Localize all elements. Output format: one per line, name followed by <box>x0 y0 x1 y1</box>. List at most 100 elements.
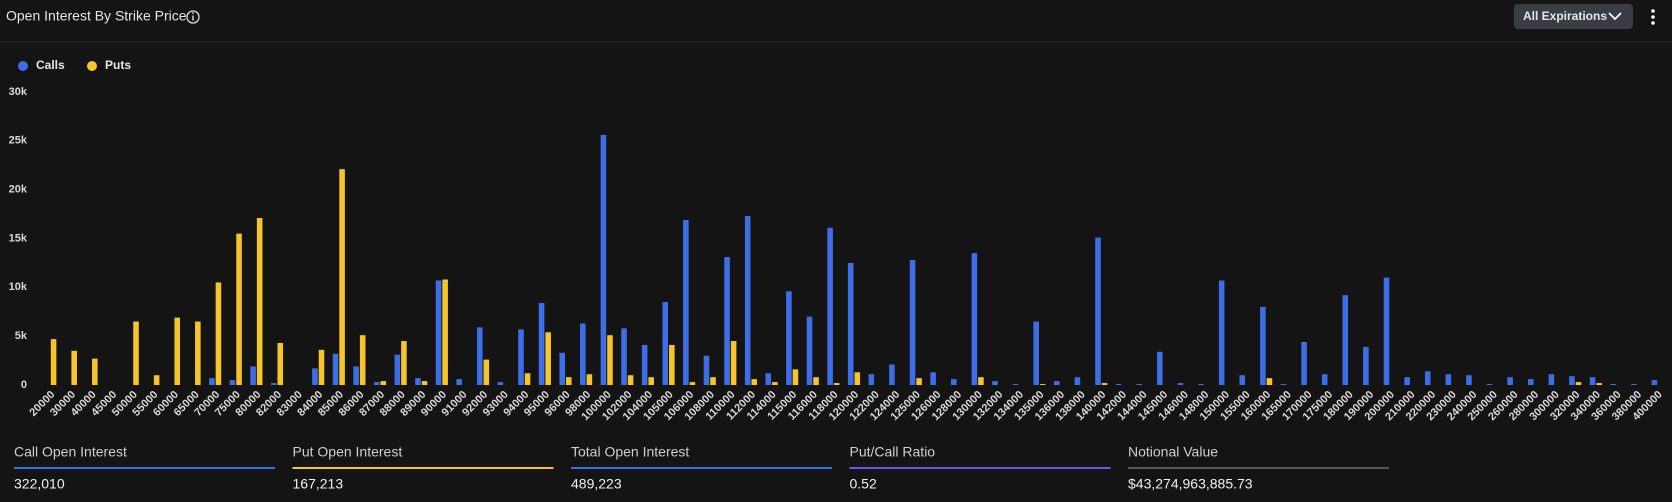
bar <box>1239 375 1246 385</box>
bar <box>256 217 263 385</box>
bar <box>153 375 160 385</box>
bar <box>1266 378 1273 385</box>
bar <box>724 257 730 385</box>
y-tick-label: 10k <box>9 281 28 293</box>
bar <box>401 341 407 385</box>
bar <box>277 343 284 385</box>
bar <box>689 382 696 385</box>
bar <box>710 377 716 385</box>
bar <box>1589 377 1596 385</box>
stat-value: 322,010 <box>14 476 65 492</box>
info-icon[interactable] <box>186 10 200 24</box>
bar <box>1101 383 1108 385</box>
bar <box>792 369 799 385</box>
legend-label: Calls <box>36 58 65 72</box>
bar <box>1527 379 1534 385</box>
bar <box>415 378 421 385</box>
stat-label: Put Open Interest <box>293 444 403 460</box>
stat-value: 489,223 <box>571 476 622 492</box>
bar <box>813 377 819 385</box>
stat-underline <box>14 467 275 469</box>
bar <box>1610 384 1616 385</box>
bar <box>359 335 366 385</box>
bar <box>456 379 462 385</box>
bar <box>868 374 875 385</box>
legend-marker <box>87 61 97 71</box>
bar <box>353 366 359 385</box>
bar <box>1596 383 1602 385</box>
bar <box>435 280 442 385</box>
bar <box>133 321 139 385</box>
bar <box>1136 384 1143 385</box>
bar <box>765 373 772 385</box>
y-tick-label: 20k <box>9 184 28 196</box>
bar <box>209 378 215 385</box>
bar <box>1569 376 1575 385</box>
bar <box>195 321 201 385</box>
bar <box>889 364 895 385</box>
bar <box>559 352 565 385</box>
bar <box>373 382 380 385</box>
dropdown-label: All Expirations <box>1523 9 1607 23</box>
stat-value: 0.52 <box>850 476 877 492</box>
bar <box>806 316 813 385</box>
stat-label: Notional Value <box>1128 444 1218 460</box>
bar <box>854 372 861 385</box>
bar <box>1301 342 1307 385</box>
stat-label: Call Open Interest <box>14 444 127 460</box>
stat-underline <box>1128 467 1389 469</box>
bar <box>236 233 242 385</box>
stat-underline <box>571 467 832 469</box>
bar <box>1507 377 1513 385</box>
bar <box>71 350 77 385</box>
bar <box>662 301 669 385</box>
bar <box>1363 346 1369 385</box>
bar <box>92 358 98 385</box>
bar <box>730 341 737 385</box>
bar <box>1012 384 1019 385</box>
bar <box>476 327 483 385</box>
bar <box>683 219 689 385</box>
bar <box>1095 237 1101 385</box>
stat-label: Put/Call Ratio <box>850 444 936 460</box>
y-tick-label: 30k <box>9 86 28 98</box>
bar <box>538 302 545 385</box>
bar <box>1466 375 1472 385</box>
bar <box>833 383 840 385</box>
bar <box>332 353 339 385</box>
bar <box>600 134 607 385</box>
bar <box>318 349 325 385</box>
bar <box>1280 384 1287 385</box>
stat-value: 167,213 <box>293 476 344 492</box>
bar <box>442 279 448 385</box>
stat-underline <box>849 467 1111 469</box>
bar <box>421 381 428 385</box>
menu-button[interactable] <box>1651 9 1655 25</box>
bar <box>1321 374 1328 385</box>
bar <box>1383 277 1390 385</box>
bar <box>827 227 833 385</box>
bar <box>1198 384 1204 385</box>
bar <box>751 379 758 385</box>
bar <box>607 335 613 385</box>
bar <box>50 339 57 385</box>
stat-label: Total Open Interest <box>571 444 689 460</box>
bar <box>703 355 710 385</box>
bar <box>1445 374 1452 385</box>
bar <box>270 383 277 385</box>
expiration-dropdown[interactable]: All Expirations <box>1514 4 1633 29</box>
bar <box>1651 380 1658 385</box>
bar <box>174 317 181 385</box>
bar <box>1342 295 1349 385</box>
y-tick-label: 25k <box>9 135 28 147</box>
bar <box>565 377 572 385</box>
bar <box>518 329 524 385</box>
bar <box>215 282 222 385</box>
bar <box>1631 384 1637 385</box>
legend-label: Puts <box>105 58 131 72</box>
bar <box>1074 377 1081 385</box>
bar <box>1260 306 1266 385</box>
stat-underline <box>292 467 554 469</box>
bar <box>1486 384 1493 385</box>
